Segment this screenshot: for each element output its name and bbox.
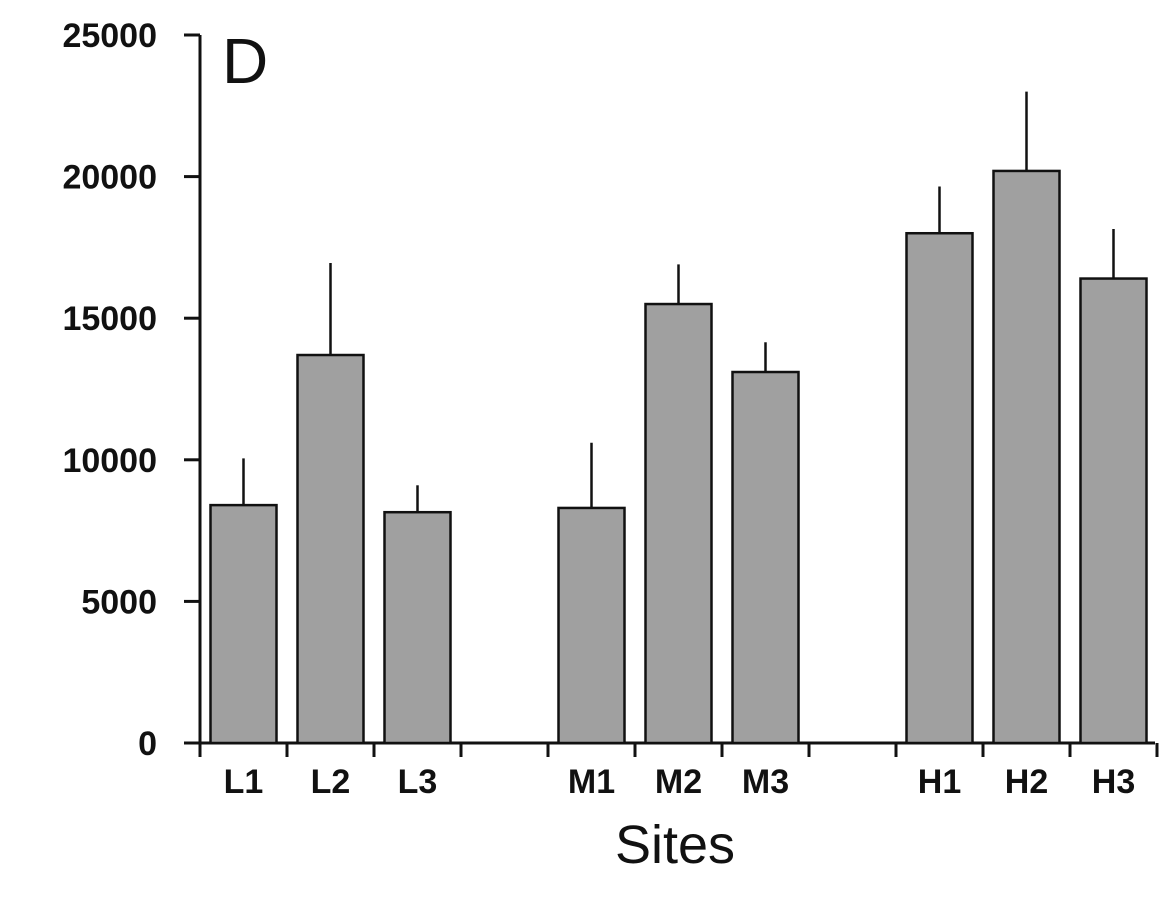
x-tick-label-l3: L3 (398, 763, 438, 801)
error-bars (242, 91, 1115, 513)
x-axis (198, 741, 1159, 757)
bar-m1 (557, 506, 626, 745)
x-tick-label-l2: L2 (311, 763, 351, 801)
y-tick-label: 20000 (62, 159, 157, 197)
x-tick-label-l1: L1 (224, 763, 264, 801)
x-tick-labels: L1 L2 L3 M1 M2 M3 H1 H2 H3 (224, 763, 1136, 801)
bars (209, 169, 1148, 745)
bar-h2 (992, 169, 1061, 745)
bar-h1 (905, 231, 974, 745)
x-tick-label-h1: H1 (918, 763, 961, 801)
y-axis: 0 5000 10000 15000 20000 25000 (62, 17, 202, 763)
panel-label: D (222, 25, 268, 97)
bar-m3 (731, 370, 800, 745)
x-tick-label-h2: H2 (1005, 763, 1048, 801)
bar-l3 (383, 510, 452, 745)
bar-l2 (296, 353, 365, 745)
x-tick-label-m2: M2 (655, 763, 702, 801)
y-tick-label: 0 (138, 725, 157, 763)
y-tick-label: 15000 (62, 300, 157, 338)
bar-l1 (209, 503, 278, 745)
bar-h3 (1079, 277, 1148, 745)
y-tick-label: 5000 (81, 583, 157, 621)
y-tick-label: 25000 (62, 17, 157, 55)
x-axis-title: Sites (615, 815, 735, 875)
bar-m2 (644, 302, 713, 745)
x-tick-label-m3: M3 (742, 763, 789, 801)
x-tick-label-h3: H3 (1092, 763, 1135, 801)
y-tick-label: 10000 (62, 442, 157, 480)
x-tick-label-m1: M1 (568, 763, 615, 801)
